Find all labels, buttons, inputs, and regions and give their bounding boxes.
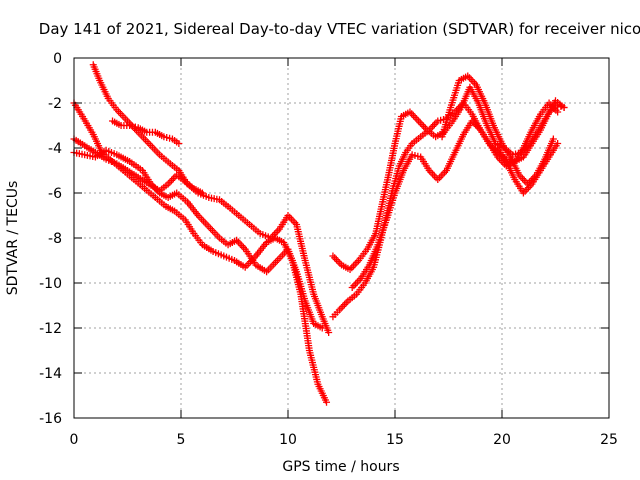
data-point — [348, 284, 356, 291]
y-tick-label: -2 — [48, 96, 62, 112]
series-trace-c — [89, 61, 333, 336]
data-point — [198, 189, 206, 197]
x-tick-label: 0 — [70, 432, 79, 448]
grid — [74, 58, 609, 418]
y-tick-label: -8 — [48, 231, 62, 247]
data-point — [560, 104, 568, 111]
y-tick-label: 0 — [53, 51, 62, 67]
data-point — [549, 135, 557, 143]
chart-title: Day 141 of 2021, Sidereal Day-to-day VTE… — [39, 20, 640, 38]
x-tick-labels: 0 5 10 15 20 25 — [70, 432, 618, 448]
y-tick-label: -16 — [39, 411, 62, 427]
series-trace-i — [438, 72, 557, 188]
x-tick-label: 15 — [386, 432, 404, 448]
x-tick-label: 10 — [279, 432, 297, 448]
y-tick-label: -4 — [48, 141, 62, 157]
x-tick-label: 20 — [493, 432, 511, 448]
series-trace-e — [70, 135, 206, 197]
series-trace-b — [70, 146, 326, 332]
x-tick-label: 5 — [177, 432, 186, 448]
y-tick-label: -10 — [39, 276, 62, 292]
y-tick-labels: 0 -2 -4 -6 -8 -10 -12 -14 -16 — [39, 51, 62, 427]
data-point — [325, 329, 333, 336]
y-axis-label: SDTVAR / TECUs — [5, 181, 21, 296]
series-trace-d — [109, 117, 183, 147]
data-point — [175, 140, 183, 147]
x-tick-label: 25 — [600, 432, 618, 448]
y-tick-label: -14 — [39, 366, 62, 382]
data-point — [323, 398, 331, 406]
y-tick-label: -12 — [39, 321, 62, 337]
data-point — [554, 108, 562, 116]
series-layer — [70, 61, 568, 406]
tick-marks — [73, 57, 610, 419]
y-tick-label: -6 — [48, 186, 62, 202]
x-axis-label: GPS time / hours — [282, 459, 399, 475]
series-trace-j — [494, 140, 562, 197]
series-trace-h — [348, 99, 562, 291]
data-point — [554, 140, 562, 147]
data-point — [329, 252, 337, 260]
